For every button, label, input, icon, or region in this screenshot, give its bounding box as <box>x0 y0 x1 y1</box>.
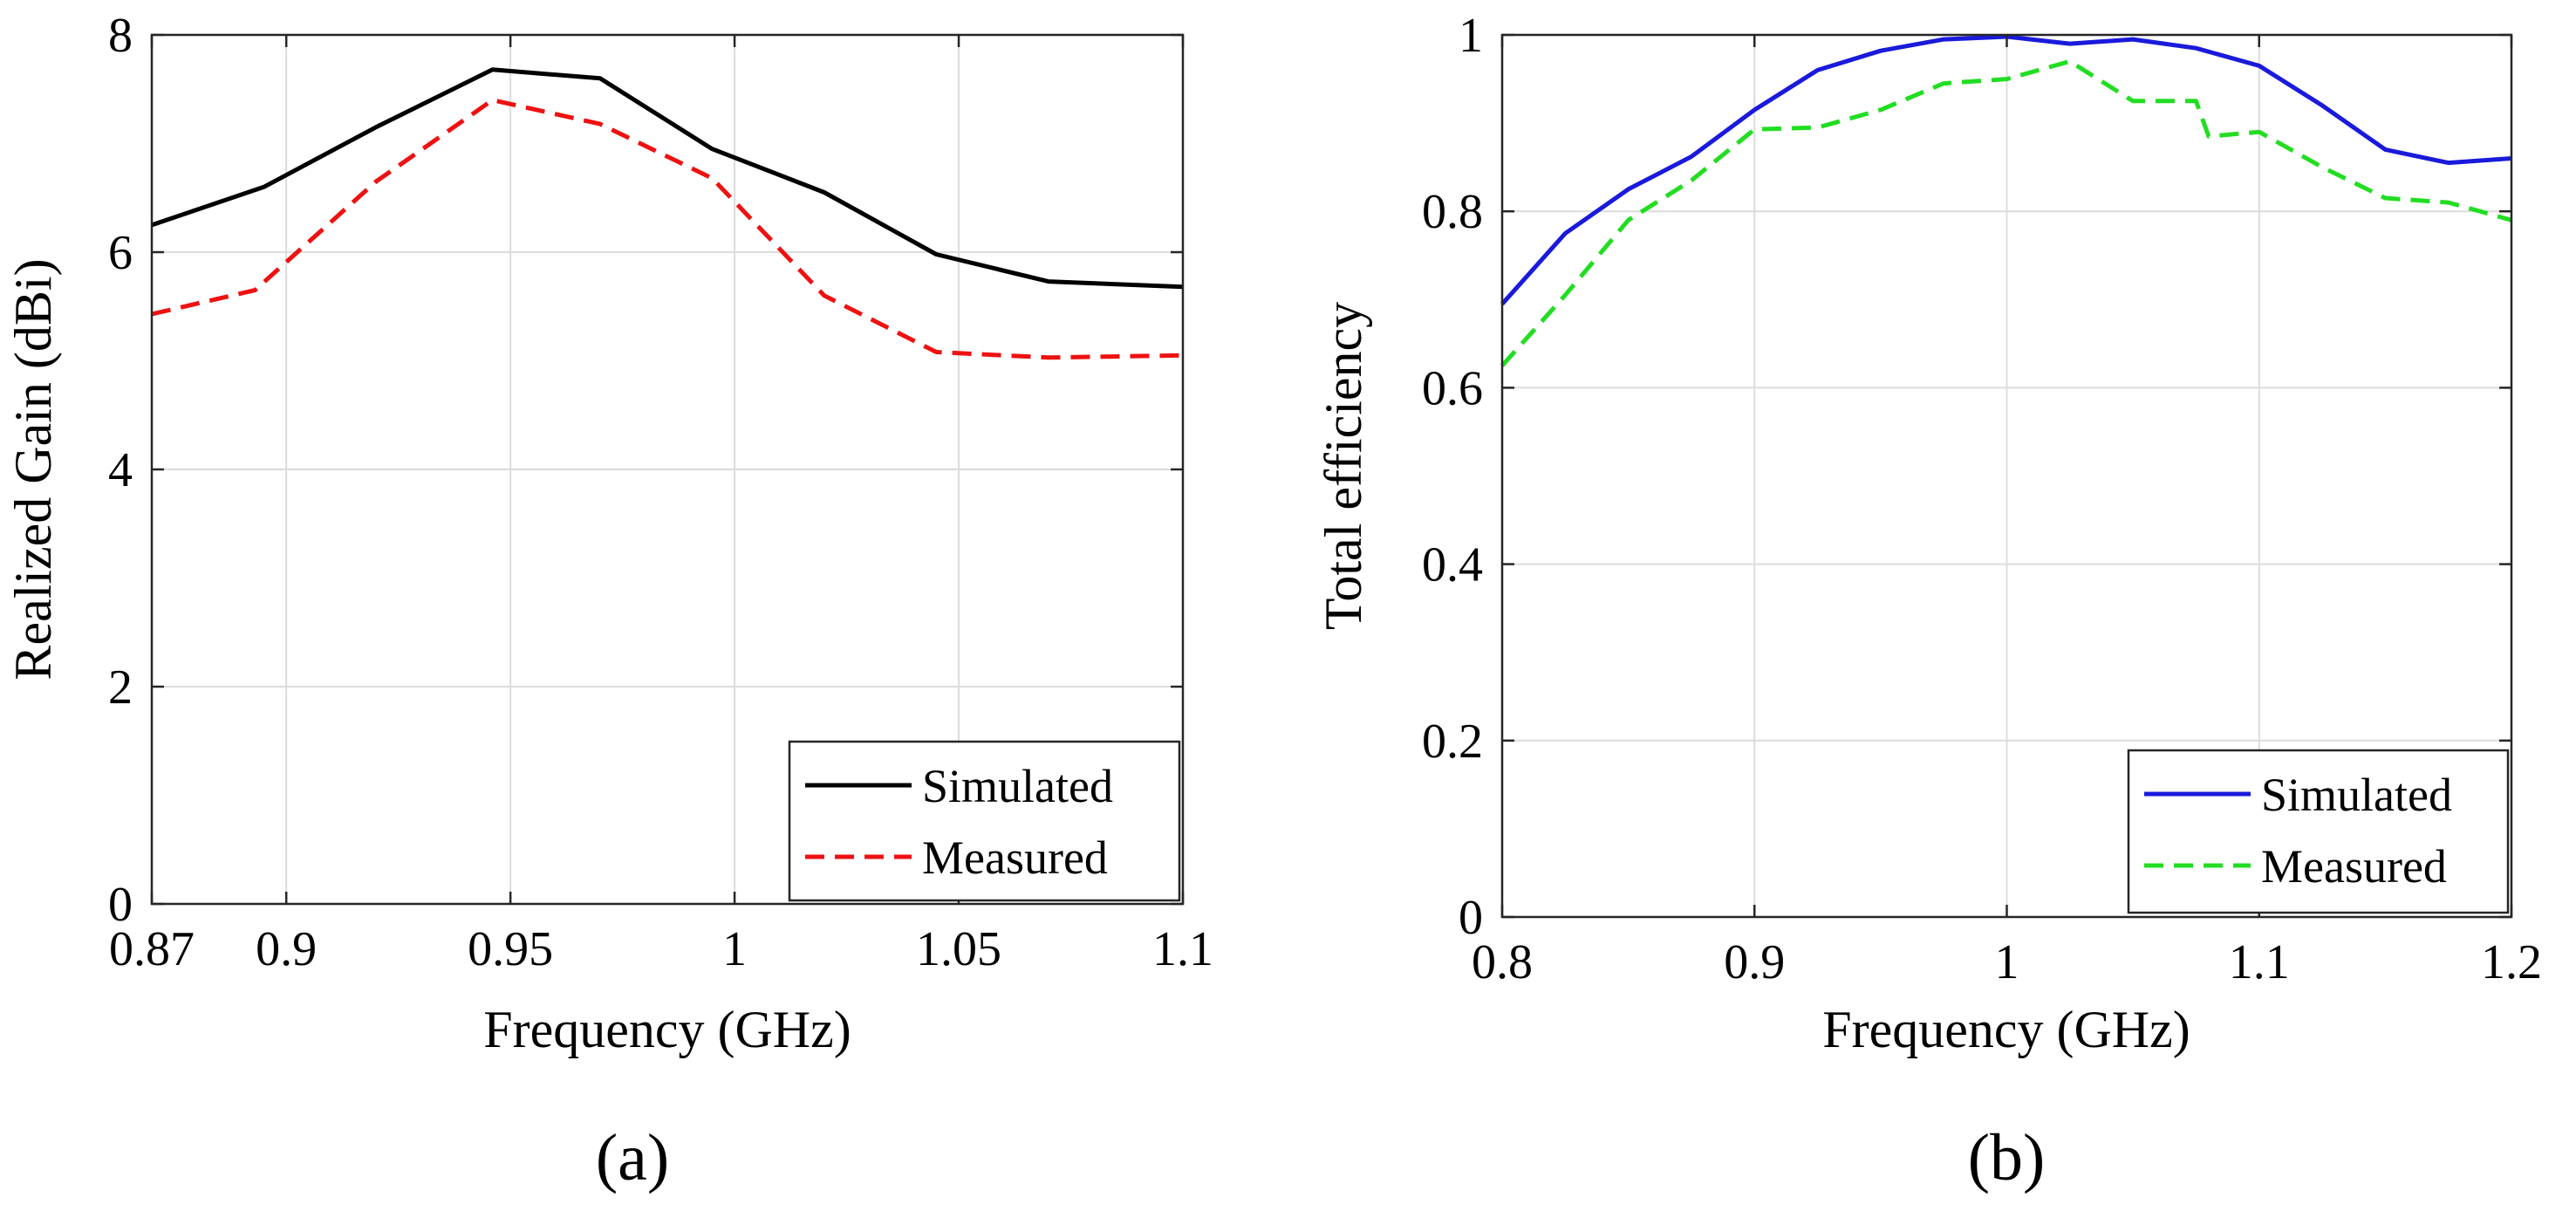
chart-b-y-axis-label: Total efficiency <box>1315 302 1372 630</box>
chart-a-x-tick-label: 0.87 <box>109 922 195 976</box>
chart-a-x-tick-label: 1.05 <box>916 922 1001 976</box>
chart-a-x-tick-label: 1.1 <box>1152 922 1213 976</box>
chart-a-y-tick-label: 4 <box>108 443 133 497</box>
chart-a-legend: Simulated Measured <box>788 740 1181 902</box>
chart-b-y-tick-label: 0.6 <box>1422 361 1483 415</box>
chart-a-caption: (a) <box>596 1121 669 1194</box>
chart-b-legend-label-simulated: Simulated <box>2261 769 2452 821</box>
chart-a-x-axis-label: Frequency (GHz) <box>483 1001 851 1058</box>
chart-a-legend-label-simulated: Simulated <box>922 760 1113 812</box>
chart-a-legend-label-measured: Measured <box>922 831 1108 884</box>
chart-b-y-tick-label: 0.2 <box>1422 715 1483 769</box>
chart-b-x-tick-label: 1.2 <box>2481 935 2542 989</box>
chart-a-y-tick-label: 8 <box>108 9 133 63</box>
chart-a-series-measured-line <box>151 98 1184 360</box>
chart-b-legend-label-measured: Measured <box>2261 840 2447 893</box>
chart-a-series-simulated-line <box>151 67 1184 290</box>
chart-a-x-tick-label: 0.9 <box>256 922 317 976</box>
chart-b-y-tick-label: 0.4 <box>1422 538 1483 592</box>
chart-b-caption: (b) <box>1968 1121 2046 1194</box>
chart-a-y-tick-label: 2 <box>108 660 133 715</box>
chart-a-x-tick-label: 0.95 <box>468 922 553 976</box>
chart-b-y-tick-label: 0.8 <box>1422 185 1483 239</box>
chart-b: 0.8 0.9 1 1.1 1.2 0 0.2 0.4 0.6 0.8 1 Frequency (GH… <box>1315 9 2542 1194</box>
chart-b-y-tick-label: 0 <box>1459 891 1483 945</box>
chart-b-legend-box <box>2127 749 2510 914</box>
chart-a-y-axis-label: Realized Gain (dBi) <box>4 258 62 680</box>
chart-b-y-tick-label: 1 <box>1459 9 1483 63</box>
chart-b-x-tick-label: 0.8 <box>1472 935 1533 989</box>
chart-a-y-tick-label: 0 <box>108 878 133 932</box>
chart-b-x-axis-label: Frequency (GHz) <box>1822 1001 2190 1058</box>
chart-b-series-measured-line <box>1500 58 2512 367</box>
chart-b-legend: Simulated Measured <box>2127 749 2510 914</box>
chart-a-legend-box <box>788 740 1181 902</box>
chart-b-x-tick-label: 1 <box>1995 935 2019 989</box>
chart-a-y-tick-label: 6 <box>108 226 133 280</box>
chart-a-x-tick-label: 1 <box>722 922 747 976</box>
chart-b-x-tick-label: 0.9 <box>1724 935 1785 989</box>
chart-b-x-tick-label: 1.1 <box>2229 935 2290 989</box>
chart-a: 0.87 0.9 0.95 1 1.05 1.1 0 2 4 6 8 Frequency (GHz) R… <box>4 9 1213 1194</box>
